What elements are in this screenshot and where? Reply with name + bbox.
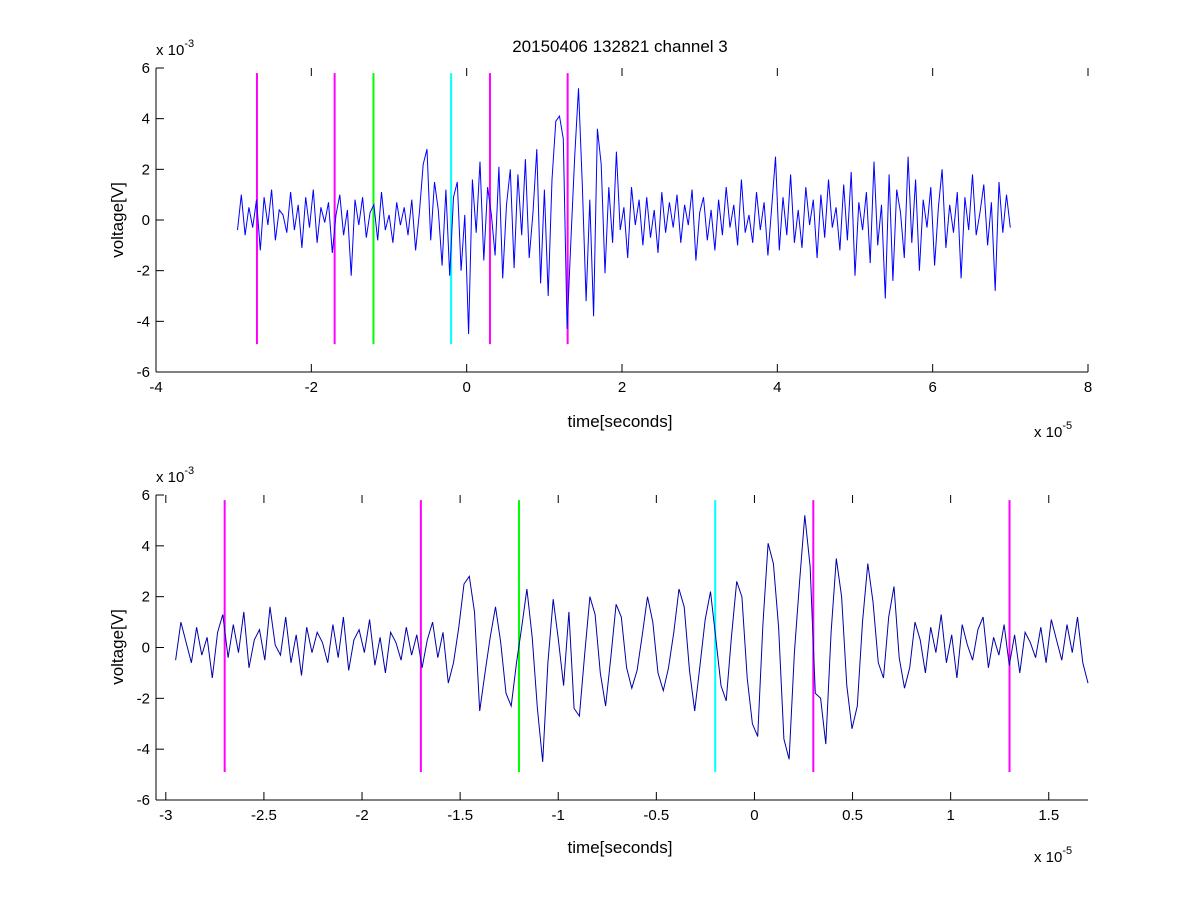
y-exponent-power: -3 [184, 465, 194, 477]
y-tick-label: 2 [142, 589, 150, 606]
y-tick-label: -2 [137, 263, 150, 280]
x-exponent-label: x 10-5 [1034, 420, 1072, 441]
y-tick-label: -6 [137, 364, 150, 381]
x-tick-label: -0.5 [643, 807, 669, 824]
y-tick-label: 6 [142, 487, 150, 504]
marker-lines [223, 500, 1011, 773]
x-ticks: -3 -2.5 -2 -1.5 -1 -0.5 0 0.5 1 1.5 [159, 495, 1059, 824]
marker-lines [255, 73, 569, 345]
y-tick-label: 4 [142, 111, 150, 128]
x-exponent-base: x 10 [1034, 424, 1062, 441]
y-exponent-base: x 10 [156, 469, 184, 486]
x-tick-label: 4 [773, 379, 781, 396]
y-exponent-power: -3 [184, 38, 194, 50]
y-exponent-label: x 10-3 [156, 38, 194, 59]
y-tick-label: 2 [142, 161, 150, 178]
x-tick-label: 6 [928, 379, 936, 396]
x-tick-label: 1.5 [1038, 807, 1059, 824]
x-exponent-power: -5 [1062, 420, 1072, 432]
plot-area [155, 494, 1089, 801]
y-tick-label: -6 [137, 792, 150, 809]
x-tick-label: -4 [149, 379, 162, 396]
x-exponent-base: x 10 [1034, 849, 1062, 866]
y-tick-label: -4 [137, 313, 150, 330]
x-tick-label: -1 [552, 807, 565, 824]
y-tick-label: -2 [137, 690, 150, 707]
series-group [175, 515, 1089, 762]
x-tick-label: 0 [750, 807, 758, 824]
chart-bottom: -3 -2.5 -2 -1.5 -1 -0.5 0 0.5 1 1.5 -6 -4 -2 0 2 4 6 ti… [108, 465, 1089, 866]
chart-title: 20150406 132821 channel 3 [512, 37, 728, 56]
x-tick-label: 8 [1084, 379, 1092, 396]
y-tick-label: 0 [142, 640, 150, 657]
x-tick-label: -2 [355, 807, 368, 824]
x-exponent-label: x 10-5 [1034, 845, 1072, 866]
x-tick-label: -3 [159, 807, 172, 824]
x-tick-label: 1 [946, 807, 954, 824]
x-tick-label: -2 [305, 379, 318, 396]
x-exponent-power: -5 [1062, 845, 1072, 857]
x-ticks: -4 -2 0 2 4 6 8 [149, 68, 1092, 396]
y-tick-label: 4 [142, 538, 150, 555]
y-exponent-label: x 10-3 [156, 465, 194, 486]
y-exponent-base: x 10 [156, 42, 184, 59]
x-axis-label: time[seconds] [568, 412, 673, 431]
chart-top: 20150406 132821 channel 3 -4 -2 0 2 4 6 8 -6-4… [108, 37, 1092, 441]
y-axis-label: voltage[V] [108, 609, 127, 685]
y-tick-label: -4 [137, 741, 150, 758]
x-tick-label: -1.5 [447, 807, 473, 824]
y-tick-label: 6 [142, 60, 150, 77]
x-tick-label: 0.5 [842, 807, 863, 824]
y-tick-label: 0 [142, 212, 150, 229]
series-group [237, 88, 1011, 335]
x-tick-label: 2 [618, 379, 626, 396]
signal-series-line [175, 515, 1089, 762]
signal-series-line [237, 88, 1011, 335]
y-axis-label: voltage[V] [108, 182, 127, 258]
y-ticks: -6 -4 -2 0 2 4 6 [137, 60, 164, 381]
x-tick-label: -2.5 [251, 807, 277, 824]
y-ticks: -6 -4 -2 0 2 4 6 [137, 487, 164, 809]
x-tick-label: 0 [462, 379, 470, 396]
x-axis-label: time[seconds] [568, 838, 673, 857]
